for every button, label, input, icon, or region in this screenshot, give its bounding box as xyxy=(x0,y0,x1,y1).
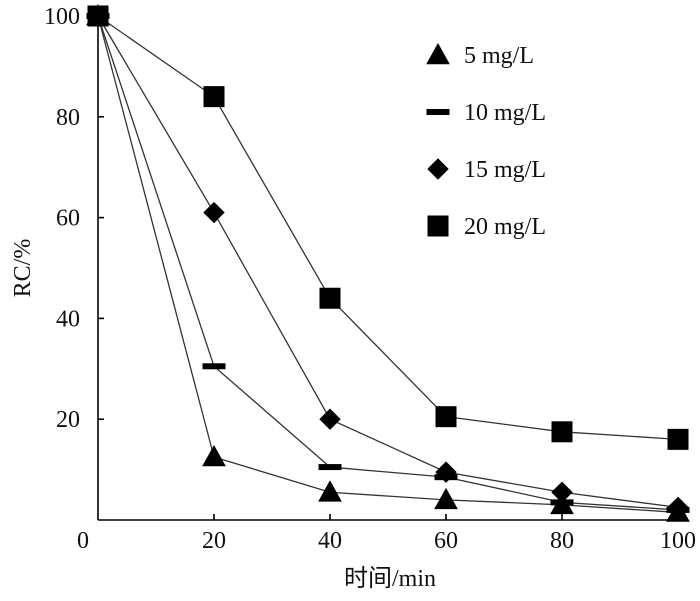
series-line-square xyxy=(97,15,679,441)
x-tick-label: 40 xyxy=(318,528,342,554)
data-point-triangle xyxy=(318,480,342,502)
x-tick-label: 60 xyxy=(434,528,458,554)
y-tick-label: 100 xyxy=(44,4,80,30)
series-line-dash xyxy=(97,15,679,511)
y-tick-label: 80 xyxy=(56,105,80,131)
data-point-triangle xyxy=(434,487,458,510)
series-markers xyxy=(86,3,690,522)
data-point-square xyxy=(87,5,109,27)
data-point-diamond xyxy=(551,481,573,503)
x-tick-label: 20 xyxy=(202,528,226,554)
y-ticks: 20 40 60 80 100 xyxy=(44,4,104,433)
x-tick-label: 100 xyxy=(660,528,696,554)
data-point-triangle xyxy=(202,444,226,467)
legend-marker-triangle xyxy=(426,42,450,65)
data-point-square xyxy=(203,86,225,108)
legend-label: 20 mg/L xyxy=(464,214,546,240)
data-point-dash xyxy=(318,464,342,471)
legend-label: 5 mg/L xyxy=(464,43,534,69)
legend: 5 mg/L 10 mg/L 15 mg/L 20 mg/L xyxy=(426,42,546,240)
data-point-square xyxy=(667,428,689,450)
x-tick-label: 0 xyxy=(77,528,89,554)
y-axis-title: RC/% xyxy=(10,239,36,298)
legend-marker-diamond xyxy=(427,158,449,180)
data-point-diamond xyxy=(667,496,689,519)
y-tick-label: 60 xyxy=(56,206,80,232)
x-axis-title: 时间/min xyxy=(344,565,436,592)
series-line-diamond xyxy=(97,15,679,509)
series-line-triangle xyxy=(97,15,679,514)
data-point-dash xyxy=(202,363,226,370)
y-tick-label: 20 xyxy=(56,407,80,433)
y-tick-label: 40 xyxy=(56,306,80,332)
data-point-diamond xyxy=(203,201,225,224)
x-tick-label: 80 xyxy=(550,528,574,554)
legend-label: 15 mg/L xyxy=(464,157,546,183)
legend-label: 10 mg/L xyxy=(464,100,546,126)
series-lines xyxy=(97,15,679,514)
data-point-square xyxy=(551,421,573,443)
legend-marker-square xyxy=(427,215,449,237)
data-point-diamond xyxy=(435,461,457,483)
data-point-square xyxy=(435,406,457,428)
data-point-square xyxy=(319,287,341,309)
data-point-diamond xyxy=(319,408,341,430)
x-ticks: 0 20 40 60 80 100 xyxy=(77,514,696,554)
axes xyxy=(97,14,678,521)
legend-marker-dash xyxy=(426,109,450,115)
